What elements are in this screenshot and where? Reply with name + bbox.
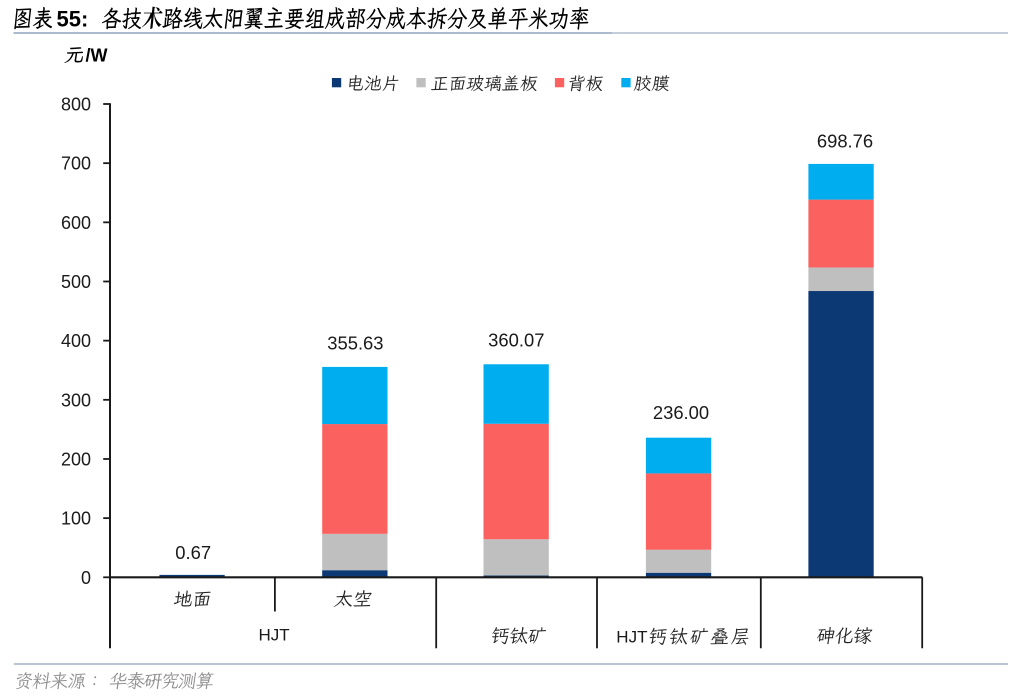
svg-text:600: 600 [61,213,91,233]
svg-text:355.63: 355.63 [327,332,383,353]
svg-text:HJT: HJT [616,628,647,647]
svg-text:700: 700 [61,154,91,174]
svg-text:/W: /W [86,46,108,66]
svg-text:200: 200 [61,450,91,470]
svg-text:55:: 55: [57,7,89,32]
svg-text:0.67: 0.67 [175,542,211,563]
svg-text:0: 0 [81,568,91,588]
svg-text:360.07: 360.07 [488,329,544,350]
svg-text:236.00: 236.00 [653,402,709,423]
svg-text:400: 400 [61,331,91,351]
svg-text:800: 800 [61,95,91,115]
svg-text:698.76: 698.76 [817,130,873,151]
svg-text:100: 100 [61,509,91,529]
svg-text:300: 300 [61,390,91,410]
svg-text:HJT: HJT [259,626,290,645]
svg-text:500: 500 [61,272,91,292]
